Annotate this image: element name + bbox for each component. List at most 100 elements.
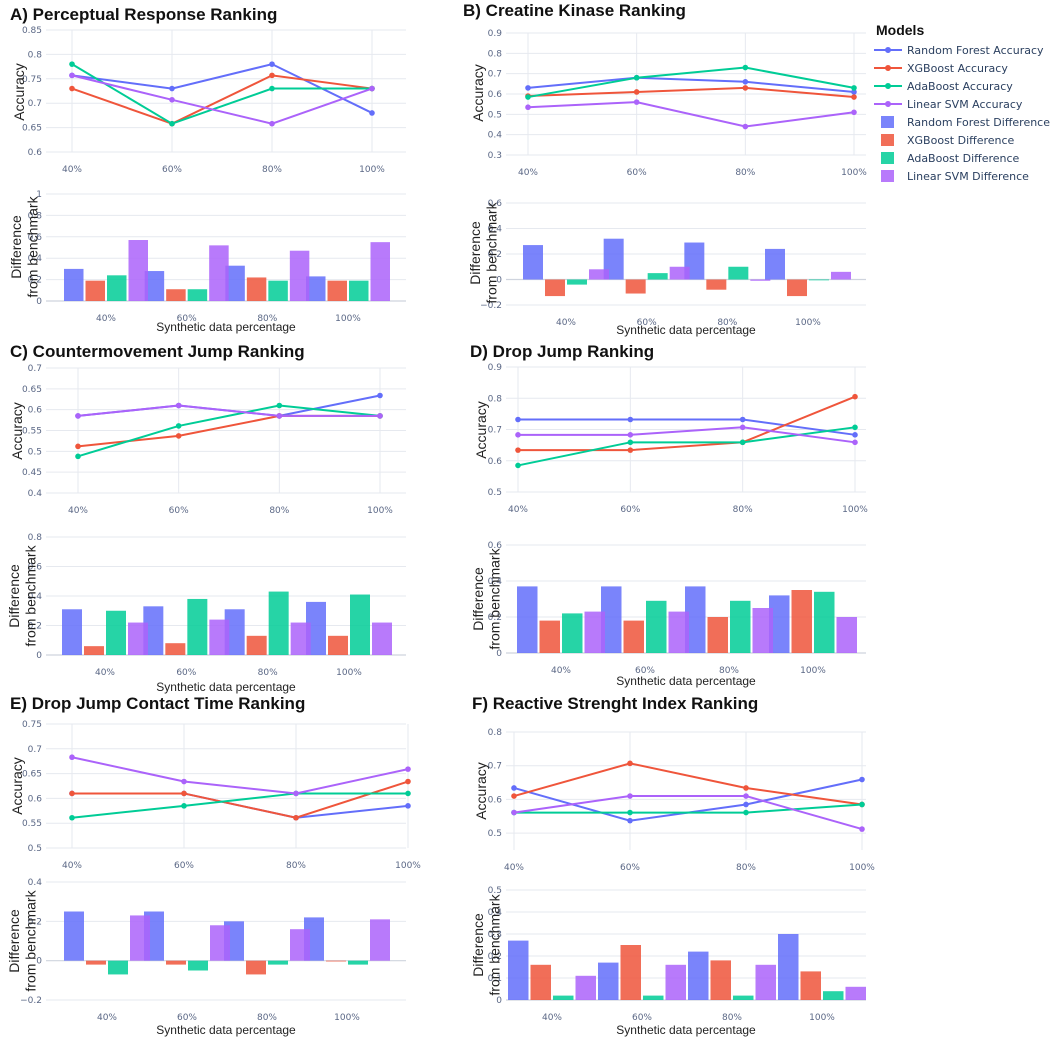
y-axis-title-line: from benchmark bbox=[483, 201, 499, 303]
y-tick-label: 0.6 bbox=[28, 233, 43, 243]
legend-item-label: AdaBoost Accuracy bbox=[907, 80, 1013, 93]
data-point bbox=[181, 803, 187, 809]
bar-xgboost-difference bbox=[84, 646, 104, 655]
bar-xgboost-difference bbox=[707, 617, 728, 653]
x-tick-label: 80% bbox=[733, 505, 753, 515]
data-point bbox=[739, 424, 746, 431]
data-point bbox=[742, 64, 749, 71]
data-point bbox=[175, 402, 182, 409]
bar-random-forest-difference bbox=[598, 962, 619, 1000]
bar-random-forest-difference bbox=[306, 601, 326, 655]
y-tick-label: 0.8 bbox=[488, 49, 503, 59]
bar-random-forest-difference bbox=[685, 586, 706, 653]
panel-a: A) Perceptual Response Ranking 0.6 0.65 0.7… bbox=[8, 5, 406, 334]
bar-linear-svm-difference bbox=[370, 919, 390, 961]
bar-xgboost-difference bbox=[85, 280, 105, 301]
bar-linear-svm-difference bbox=[750, 279, 771, 281]
y-axis-title-line: from benchmark bbox=[24, 195, 40, 297]
panel-f: F) Reactive Strenght Index Ranking 0.5 0.6… bbox=[470, 694, 875, 1037]
data-point bbox=[739, 439, 746, 446]
x-tick-label: 80% bbox=[257, 1013, 277, 1023]
bar-adaboost-difference bbox=[567, 279, 587, 285]
data-point bbox=[627, 760, 633, 767]
y-tick-label: 0.5 bbox=[488, 886, 502, 896]
x-tick-label: 80% bbox=[717, 318, 737, 328]
x-tick-label: 60% bbox=[177, 314, 197, 324]
legend-title: Models bbox=[876, 22, 924, 38]
y-tick-label: 0.7 bbox=[28, 99, 42, 109]
y-tick-label: 0.3 bbox=[488, 930, 502, 940]
panel-b: B) Creatine Kinase Ranking 0.3 0.4 0.5 0.6 0.… bbox=[463, 1, 867, 337]
y-tick-label: 0.7 bbox=[28, 364, 42, 374]
series-line-adaboost-accuracy bbox=[514, 803, 863, 814]
data-point bbox=[525, 104, 531, 111]
legend-item-label: XGBoost Accuracy bbox=[907, 62, 1008, 75]
bar-xgboost-difference bbox=[328, 635, 348, 655]
x-tick-label: 60% bbox=[620, 863, 640, 873]
y-tick-label: 0.2 bbox=[488, 952, 502, 962]
data-point bbox=[627, 793, 633, 799]
bar-random-forest-difference bbox=[306, 276, 326, 301]
bar-linear-svm-difference bbox=[752, 608, 773, 653]
bar-adaboost-difference bbox=[823, 991, 844, 1000]
y-tick-label: 0.5 bbox=[488, 110, 502, 120]
x-axis-title: Synthetic data percentage bbox=[616, 323, 756, 337]
series-line-random-forest-accuracy bbox=[518, 418, 856, 436]
bar-adaboost-difference bbox=[106, 610, 126, 655]
panel-d: D) Drop Jump Ranking 0.5 0.6 0.7 0.8 0.9 40% 60… bbox=[470, 342, 868, 688]
x-tick-label: 60% bbox=[620, 505, 640, 515]
data-point bbox=[511, 793, 517, 799]
bar-random-forest-difference bbox=[517, 586, 538, 653]
y-tick-label: 0.4 bbox=[28, 254, 43, 264]
panel-c: C) Countermovement Jump Ranking 0.4 0.45 0.… bbox=[6, 342, 406, 694]
bar-linear-svm-difference bbox=[845, 986, 866, 1000]
series-line-adaboost-accuracy bbox=[77, 404, 381, 458]
data-point bbox=[269, 85, 275, 92]
y-axis-title: Accuracy bbox=[11, 63, 27, 121]
bar-linear-svm-difference bbox=[290, 622, 311, 655]
bar-linear-svm-difference bbox=[668, 611, 689, 653]
data-point bbox=[405, 803, 411, 809]
y-axis-title: Differencefrom benchmark bbox=[6, 889, 38, 991]
y-axis-title: Accuracy bbox=[470, 64, 486, 122]
legend-swatch-bar bbox=[881, 170, 894, 182]
data-point bbox=[511, 809, 517, 816]
bar-xgboost-difference bbox=[530, 964, 551, 1000]
data-point bbox=[75, 413, 81, 419]
legend-swatch-marker bbox=[885, 101, 891, 107]
y-tick-label: 0.5 bbox=[488, 829, 502, 839]
y-tick-label: 0.75 bbox=[22, 720, 42, 730]
legend-swatch-marker bbox=[885, 65, 891, 71]
data-point bbox=[633, 74, 640, 81]
legend: Models Random Forest Accuracy XGBoost Accu… bbox=[874, 22, 1050, 183]
x-tick-label: 60% bbox=[169, 506, 189, 516]
data-point bbox=[75, 443, 81, 450]
bar-random-forest-difference bbox=[144, 271, 165, 301]
y-tick-label: 0.4 bbox=[28, 592, 43, 602]
bar-adaboost-difference bbox=[108, 960, 128, 975]
bar-xgboost-difference bbox=[86, 960, 106, 965]
data-point bbox=[181, 790, 187, 797]
data-point bbox=[739, 416, 746, 423]
y-tick-label: 0.4 bbox=[28, 878, 43, 888]
bar-random-forest-difference bbox=[62, 609, 82, 655]
y-axis-title-line: from benchmark bbox=[486, 893, 502, 995]
legend-item-label: AdaBoost Difference bbox=[907, 152, 1020, 165]
bar-adaboost-difference bbox=[187, 598, 208, 655]
bar-random-forest-difference bbox=[778, 934, 799, 1000]
series-line-xgboost-accuracy bbox=[72, 780, 409, 819]
y-tick-label: 0.2 bbox=[28, 276, 42, 286]
x-tick-label: 40% bbox=[95, 668, 115, 678]
data-point bbox=[852, 424, 858, 431]
data-point bbox=[169, 120, 175, 127]
legend-swatch-bar bbox=[881, 152, 894, 164]
bar-adaboost-difference bbox=[809, 279, 829, 281]
legend-swatch-bar bbox=[881, 116, 894, 128]
x-tick-label: 80% bbox=[719, 666, 739, 676]
panel-title: F) Reactive Strenght Index Ranking bbox=[472, 694, 758, 713]
data-point bbox=[269, 72, 275, 79]
bar-xgboost-difference bbox=[246, 635, 267, 655]
data-point bbox=[627, 447, 634, 453]
bar-random-forest-difference bbox=[769, 595, 790, 653]
y-tick-label: 0.75 bbox=[22, 75, 42, 85]
